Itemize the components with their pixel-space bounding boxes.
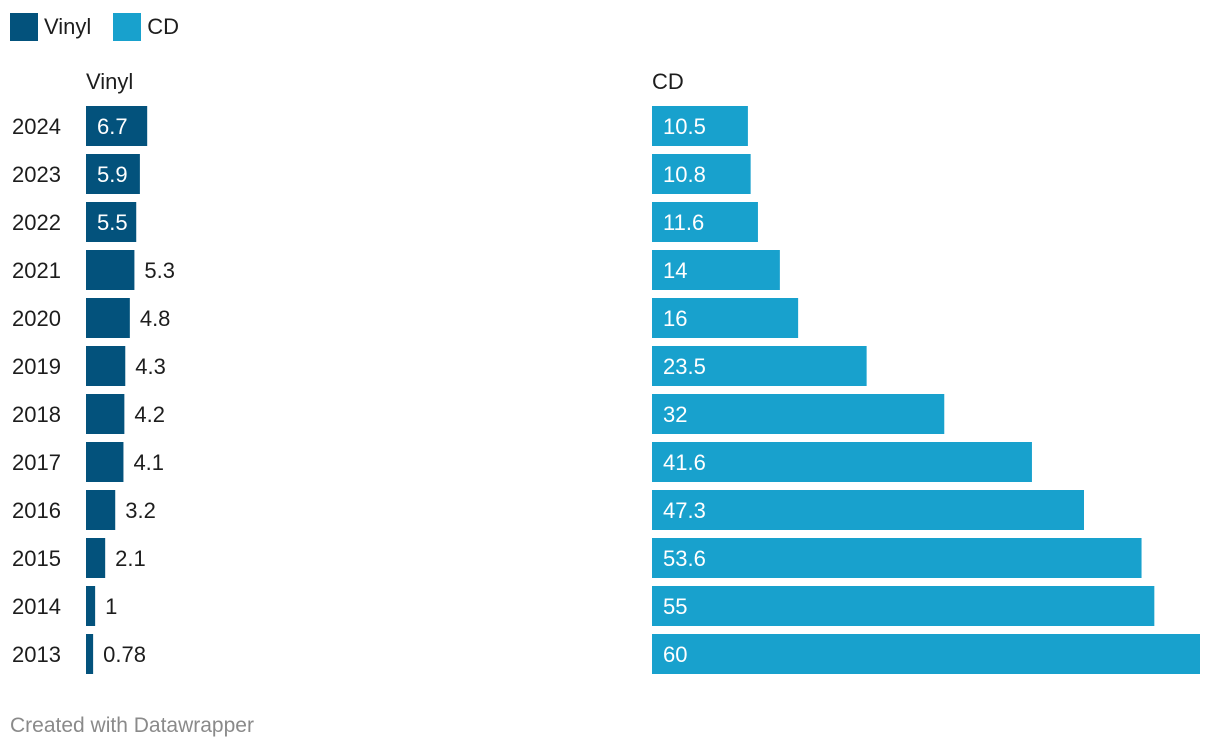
vinyl-value-label-2024: 6.7 bbox=[97, 114, 128, 139]
panel-title-vinyl: Vinyl bbox=[86, 69, 134, 94]
cd-bar-2013 bbox=[652, 634, 1200, 674]
cd-bar-2024 bbox=[652, 106, 748, 146]
vinyl-value-label-2017: 4.1 bbox=[133, 450, 164, 475]
vinyl-bar-2024 bbox=[86, 106, 148, 146]
vinyl-bar-2014 bbox=[86, 586, 96, 626]
vinyl-value-label-2015: 2.1 bbox=[115, 546, 146, 571]
year-label-2021: 2021 bbox=[12, 258, 61, 283]
year-label-2016: 2016 bbox=[12, 498, 61, 523]
year-label-2024: 2024 bbox=[12, 114, 61, 139]
year-label-2019: 2019 bbox=[12, 354, 61, 379]
vinyl-bar-2015 bbox=[86, 538, 106, 578]
cd-bar-2015 bbox=[652, 538, 1142, 578]
legend-swatch-vinyl bbox=[10, 13, 38, 41]
vinyl-bar-2017 bbox=[86, 442, 124, 482]
cd-value-label-2016: 47.3 bbox=[663, 498, 706, 523]
vinyl-value-label-2018: 4.2 bbox=[134, 402, 165, 427]
cd-bar-2020 bbox=[652, 298, 799, 338]
year-label-2014: 2014 bbox=[12, 594, 61, 619]
vinyl-bar-2023 bbox=[86, 154, 140, 194]
footer-credit: Created with Datawrapper bbox=[10, 714, 254, 737]
legend: Vinyl CD bbox=[10, 12, 201, 42]
legend-swatch-cd bbox=[113, 13, 142, 41]
year-label-2013: 2013 bbox=[12, 642, 61, 667]
cd-bar-2018 bbox=[652, 394, 945, 434]
cd-value-label-2022: 11.6 bbox=[663, 210, 704, 235]
legend-label-vinyl: Vinyl bbox=[44, 14, 92, 39]
legend-item-cd: CD bbox=[113, 13, 179, 41]
cd-value-label-2017: 41.6 bbox=[663, 450, 706, 475]
cd-value-label-2023: 10.8 bbox=[663, 162, 706, 187]
vinyl-value-label-2019: 4.3 bbox=[135, 354, 166, 379]
year-label-2020: 2020 bbox=[12, 306, 61, 331]
year-label-2017: 2017 bbox=[12, 450, 61, 475]
cd-value-label-2019: 23.5 bbox=[663, 354, 706, 379]
year-label-2023: 2023 bbox=[12, 162, 61, 187]
year-label-2022: 2022 bbox=[12, 210, 61, 235]
cd-bar-2017 bbox=[652, 442, 1032, 482]
cd-value-label-2015: 53.6 bbox=[663, 546, 706, 571]
legend-item-vinyl: Vinyl bbox=[10, 13, 91, 41]
vinyl-value-label-2021: 5.3 bbox=[144, 258, 175, 283]
cd-value-label-2014: 55 bbox=[663, 594, 687, 619]
vinyl-value-label-2023: 5.9 bbox=[97, 162, 128, 187]
cd-value-label-2013: 60 bbox=[663, 642, 687, 667]
cd-value-label-2018: 32 bbox=[663, 402, 687, 427]
cd-bar-2022 bbox=[652, 202, 758, 242]
bar-chart: 2024 2023 2022 2021 2020 2019 2018 2017 2016 2015… bbox=[12, 106, 1200, 674]
cd-value-label-2024: 10.5 bbox=[663, 114, 706, 139]
vinyl-value-label-2016: 3.2 bbox=[125, 498, 156, 523]
cd-value-label-2020: 16 bbox=[663, 306, 687, 331]
vinyl-bar-2019 bbox=[86, 346, 126, 386]
vinyl-bar-2021 bbox=[86, 250, 135, 290]
panel-title-cd: CD bbox=[652, 69, 684, 94]
vinyl-value-label-2013: 0.78 bbox=[103, 642, 146, 667]
cd-bar-2016 bbox=[652, 490, 1085, 530]
vinyl-bar-2013 bbox=[86, 634, 94, 674]
cd-bar-2014 bbox=[652, 586, 1155, 626]
vinyl-value-label-2022: 5.5 bbox=[97, 210, 128, 235]
vinyl-value-label-2020: 4.8 bbox=[140, 306, 171, 331]
legend-label-cd: CD bbox=[147, 14, 180, 39]
cd-value-label-2021: 14 bbox=[663, 258, 687, 283]
vinyl-bar-2020 bbox=[86, 298, 130, 338]
cd-bar-2021 bbox=[652, 250, 780, 290]
vinyl-value-label-2014: 1 bbox=[105, 594, 117, 619]
vinyl-bar-2022 bbox=[86, 202, 137, 242]
cd-bar-2019 bbox=[652, 346, 867, 386]
vinyl-bar-2016 bbox=[86, 490, 116, 530]
vinyl-bar-2018 bbox=[86, 394, 125, 434]
cd-bar-2023 bbox=[652, 154, 751, 194]
year-label-2018: 2018 bbox=[12, 402, 61, 427]
year-label-2015: 2015 bbox=[12, 546, 61, 571]
